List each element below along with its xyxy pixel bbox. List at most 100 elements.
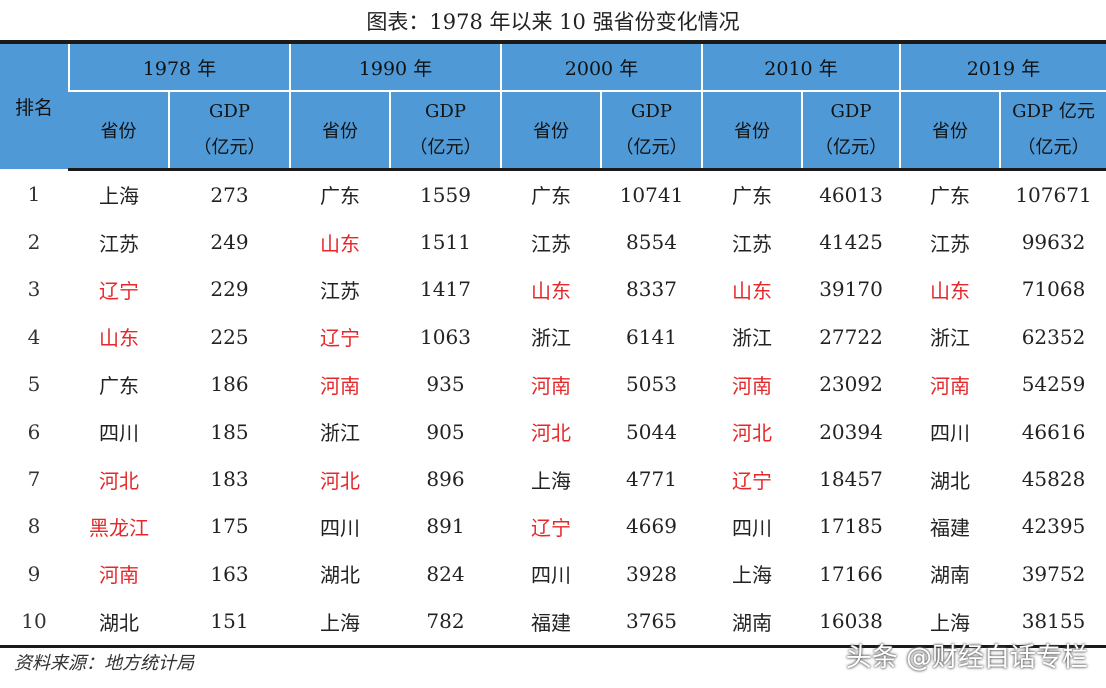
province-cell: 辽宁	[68, 265, 169, 314]
year-header-2019: 2019 年	[899, 44, 1106, 92]
province-cell: 广东	[899, 169, 1000, 219]
gdp-cell: 8554	[600, 218, 702, 266]
year-header-row: 排名 1978 年 1990 年 2000 年 2010 年 2019 年	[0, 44, 1106, 171]
province-cell: 湖北	[68, 597, 169, 648]
gdp-cell: 39170	[801, 265, 900, 314]
gdp-cell: 23092	[801, 360, 900, 408]
rank-cell: 7	[27, 467, 41, 492]
rank-cell: 10	[0, 597, 69, 648]
gdp-cell: 891	[389, 502, 501, 551]
province-cell: 福建	[500, 597, 601, 648]
table-row: 5 广东 186 河南 935 河南 5053 河南 23092 河南 54259	[0, 360, 1106, 408]
gdp-cell: 38155	[999, 597, 1106, 648]
year-header-1978: 1978 年	[68, 44, 290, 92]
gdp-cell: 5044	[600, 407, 702, 456]
sub-header-row: 省份 GDP （亿元） 省份 GDP （亿元） 省份 GDP （亿元） 省份 GDP （…	[0, 91, 1106, 171]
province-cell: 河南	[68, 550, 169, 598]
gdp-cell: 782	[389, 597, 501, 648]
province-cell: 河北	[701, 407, 802, 456]
gdp-cell: 1063	[389, 313, 501, 361]
rank-cell: 6	[27, 419, 41, 444]
province-cell: 上海	[500, 455, 601, 503]
table-row: 7 河北 183 河北 896 上海 4771 辽宁 18457 湖北 45828	[0, 455, 1106, 503]
gdp-cell: 54259	[999, 360, 1106, 408]
gdp-cell: 42395	[999, 502, 1106, 551]
gdp-header-line2: （亿元）	[815, 137, 887, 158]
gdp-cell: 46013	[801, 169, 900, 219]
province-cell: 河南	[899, 360, 1000, 408]
gdp-cell: 71068	[999, 265, 1106, 314]
gdp-cell: 18457	[801, 455, 900, 503]
table-row: 1 上海 273 广东 1559 广东 10741 广东 46013 广东 107671	[0, 169, 1106, 219]
province-header: 省份	[69, 91, 169, 171]
gdp-header-line2: （亿元）	[409, 137, 482, 158]
province-cell: 浙江	[701, 313, 802, 361]
gdp-cell: 225	[168, 313, 290, 361]
province-header: 省份	[701, 91, 802, 171]
province-cell: 山东	[289, 218, 390, 266]
year-header-1990: 1990 年	[289, 44, 501, 92]
province-cell: 湖南	[899, 550, 1000, 598]
province-cell: 河南	[701, 360, 802, 408]
rank-cell: 8	[27, 514, 41, 539]
gdp-cell: 905	[389, 407, 501, 456]
rank-cell: 9	[27, 561, 41, 586]
gdp-cell: 17166	[801, 550, 900, 598]
rank-header: 排名	[0, 44, 69, 171]
table-row: 3 辽宁 229 江苏 1417 山东 8337 山东 39170 山东 71068	[0, 265, 1106, 314]
province-cell: 辽宁	[500, 502, 601, 551]
gdp-header-line2: （亿元）	[193, 137, 266, 158]
rank-cell: 1	[27, 182, 41, 207]
gdp-header-line2: （亿元）	[1017, 137, 1090, 158]
province-cell: 江苏	[899, 218, 1000, 266]
table-row: 2 江苏 249 山东 1511 江苏 8554 江苏 41425 江苏 99632	[0, 218, 1106, 266]
table-title: 图表：1978 年以来 10 强省份变化情况	[366, 10, 740, 34]
gdp-cell: 99632	[999, 218, 1106, 266]
gdp-cell: 163	[168, 550, 290, 598]
gdp-cell: 17185	[801, 502, 900, 551]
province-cell: 江苏	[701, 218, 802, 266]
province-cell: 黑龙江	[68, 502, 169, 551]
gdp-header: GDP （亿元）	[600, 91, 702, 171]
province-cell: 湖北	[899, 455, 1000, 503]
gdp-cell: 1559	[389, 169, 501, 219]
top-rule	[0, 40, 1106, 44]
gdp-cell: 183	[168, 455, 290, 503]
gdp-cell: 3765	[600, 597, 702, 648]
rank-cell: 4	[27, 324, 41, 349]
province-cell: 山东	[68, 313, 169, 361]
province-cell: 广东	[68, 360, 169, 408]
gdp-header: GDP （亿元）	[168, 91, 290, 171]
province-cell: 广东	[289, 169, 390, 219]
gdp-cell: 20394	[801, 407, 900, 456]
gdp-header-line1: GDP	[209, 101, 250, 122]
province-cell: 河北	[289, 455, 390, 503]
gdp-cell: 45828	[999, 455, 1106, 503]
province-cell: 四川	[701, 502, 802, 551]
gdp-cell: 8337	[600, 265, 702, 314]
year-header-2000: 2000 年	[500, 44, 702, 92]
gdp-header: GDP 亿元 （亿元）	[999, 91, 1106, 171]
gdp-cell: 5053	[600, 360, 702, 408]
province-header: 省份	[289, 91, 390, 171]
province-cell: 江苏	[68, 218, 169, 266]
gdp-header-line1: GDP	[830, 101, 872, 122]
table-row: 9 河南 163 湖北 824 四川 3928 上海 17166 湖南 39752	[0, 550, 1106, 598]
gdp-header-line1: GDP	[425, 101, 466, 122]
province-cell: 浙江	[899, 313, 1000, 361]
province-cell: 河南	[289, 360, 390, 408]
province-cell: 河北	[500, 407, 601, 456]
gdp-cell: 185	[168, 407, 290, 456]
province-cell: 四川	[68, 407, 169, 456]
gdp-cell: 151	[168, 597, 290, 648]
watermark: 头条 @财经白话专栏	[845, 643, 1088, 673]
gdp-cell: 249	[168, 218, 290, 266]
gdp-cell: 4669	[600, 502, 702, 551]
source-note: 资料来源：地方统计局	[14, 653, 194, 674]
gdp-cell: 10741	[600, 169, 702, 219]
province-cell: 上海	[701, 550, 802, 598]
province-header: 省份	[500, 91, 601, 171]
gdp-cell: 273	[168, 169, 290, 219]
rank-cell: 3	[27, 277, 41, 302]
rank-cell: 5	[27, 372, 41, 397]
